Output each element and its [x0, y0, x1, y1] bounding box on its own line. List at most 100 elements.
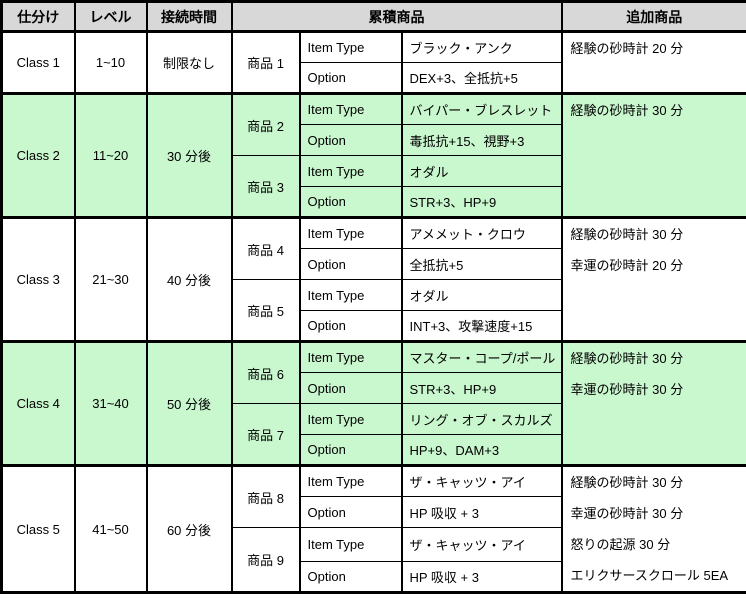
cell-option-value: 全抵抗+5	[400, 248, 563, 280]
cell-option-value: HP+9、DAM+3	[400, 434, 563, 466]
cell-additional-items: 経験の砂時計 30 分	[560, 92, 746, 218]
cell-row-label-item-type: Item Type	[298, 340, 403, 373]
cell-time: 40 分後	[145, 216, 233, 342]
extra-line: 幸運の砂時計 20 分	[570, 258, 684, 273]
cell-row-label-item-type: Item Type	[298, 403, 403, 435]
cell-option-value: INT+3、攻撃速度+15	[400, 310, 563, 342]
cell-row-label-option: Option	[298, 186, 403, 218]
extra-line: 経験の砂時計 20 分	[570, 41, 684, 56]
class-section-2: Class 2 11~20 30 分後 商品 2 Item Type バイパー・…	[0, 92, 746, 218]
extra-line: 怒りの起源 30 分	[570, 537, 671, 552]
cell-additional-items: 経験の砂時計 20 分	[560, 30, 746, 94]
cell-item-type-value: マスター・コープ/ポール	[400, 340, 563, 373]
cell-option-value: 毒抵抗+15、視野+3	[400, 124, 563, 156]
table-row: Option HP+9、DAM+3	[2, 434, 746, 466]
extra-line: エリクサースクロール 5EA	[570, 568, 729, 583]
table-row: Option DEX+3、全抵抗+5	[2, 62, 746, 94]
cell-option-value: STR+3、HP+9	[400, 186, 563, 218]
cell-row-label-option: Option	[298, 561, 403, 593]
extra-line: 幸運の砂時計 30 分	[570, 382, 684, 397]
cell-row-label-option: Option	[298, 248, 403, 280]
cell-option-value: HP 吸収 + 3	[400, 561, 563, 593]
extra-line: 経験の砂時計 30 分	[570, 227, 684, 242]
cell-row-label-option: Option	[298, 310, 403, 342]
cell-row-label-item-type: Item Type	[298, 279, 403, 311]
cell-item-type-value: オダル	[400, 155, 563, 187]
cell-row-label-item-type: Item Type	[298, 527, 403, 562]
cell-option-value: DEX+3、全抵抗+5	[400, 62, 563, 94]
cell-row-label-item-type: Item Type	[298, 92, 403, 125]
class-section-3: Class 3 21~30 40 分後 商品 4 Item Type アメメット…	[0, 216, 746, 342]
class-section-5: Class 5 41~50 60 分後 商品 8 Item Type ザ・キャッ…	[0, 464, 746, 593]
table-row: Class 5 41~50 60 分後 商品 8 Item Type ザ・キャッ…	[0, 464, 746, 593]
table-row: 商品 7 Item Type リング・オブ・スカルズ	[2, 403, 746, 466]
cell-class-name: Class 3	[0, 216, 76, 342]
cell-row-label-item-type: Item Type	[298, 30, 403, 63]
cell-row-label-option: Option	[298, 434, 403, 466]
cell-additional-items: 経験の砂時計 30 分 幸運の砂時計 30 分	[560, 340, 746, 466]
cell-item-type-value: ブラック・アンク	[400, 30, 563, 63]
cell-product-label: 商品 7	[230, 403, 301, 466]
table-row: 商品 3 Item Type オダル	[2, 155, 746, 218]
table-row: 商品 9 Item Type ザ・キャッツ・アイ	[2, 527, 746, 593]
table-row: Option STR+3、HP+9	[2, 186, 746, 218]
cell-row-label-item-type: Item Type	[298, 464, 403, 497]
cell-row-label-option: Option	[298, 496, 403, 528]
col-header-cumulative: 累積商品	[230, 1, 563, 33]
cell-level: 1~10	[73, 30, 148, 94]
cell-additional-items: 経験の砂時計 30 分 幸運の砂時計 20 分	[560, 216, 746, 342]
cell-class-name: Class 2	[0, 92, 76, 218]
cell-item-type-value: オダル	[400, 279, 563, 311]
extra-line: 経験の砂時計 30 分	[570, 103, 684, 118]
table-row: Option 毒抵抗+15、視野+3	[2, 124, 746, 156]
cell-row-label-item-type: Item Type	[298, 155, 403, 187]
col-header-additional: 追加商品	[560, 1, 746, 33]
cell-time: 60 分後	[145, 464, 233, 593]
class-section-4: Class 4 31~40 50 分後 商品 6 Item Type マスター・…	[0, 340, 746, 466]
cell-product-label: 商品 4	[230, 216, 301, 280]
table-row: Option 全抵抗+5	[2, 248, 746, 280]
table-row: Class 1 1~10 制限なし 商品 1 Item Type ブラック・アン…	[0, 30, 746, 94]
cell-item-type-value: バイパー・ブレスレット	[400, 92, 563, 125]
class-section-1: Class 1 1~10 制限なし 商品 1 Item Type ブラック・アン…	[0, 30, 746, 94]
table-header-row: 仕分け レベル 接続時間 累積商品 追加商品	[0, 1, 746, 33]
cell-level: 21~30	[73, 216, 148, 342]
cell-class-name: Class 4	[0, 340, 76, 466]
cell-row-label-item-type: Item Type	[298, 216, 403, 249]
cell-row-label-option: Option	[298, 62, 403, 94]
cell-item-type-value: アメメット・クロウ	[400, 216, 563, 249]
cell-additional-items: 経験の砂時計 30 分 幸運の砂時計 30 分 怒りの起源 30 分 エリクサー…	[560, 464, 746, 593]
cell-class-name: Class 1	[0, 30, 76, 94]
cell-product-label: 商品 8	[230, 464, 301, 528]
cell-product-label: 商品 1	[230, 30, 301, 94]
cell-product-label: 商品 6	[230, 340, 301, 404]
cell-product-label: 商品 9	[230, 527, 301, 593]
cell-option-value: HP 吸収 + 3	[400, 496, 563, 528]
cell-item-type-value: リング・オブ・スカルズ	[400, 403, 563, 435]
cell-item-type-value: ザ・キャッツ・アイ	[400, 464, 563, 497]
col-header-level: レベル	[73, 1, 148, 33]
table-row: Option INT+3、攻撃速度+15	[2, 310, 746, 342]
cell-class-name: Class 5	[0, 464, 76, 593]
col-header-class: 仕分け	[0, 1, 76, 33]
cell-time: 30 分後	[145, 92, 233, 218]
col-header-time: 接続時間	[145, 1, 233, 33]
cell-time: 制限なし	[145, 30, 233, 94]
cell-row-label-option: Option	[298, 124, 403, 156]
extra-line: 経験の砂時計 30 分	[570, 475, 684, 490]
extra-line: 経験の砂時計 30 分	[570, 351, 684, 366]
extra-line: 幸運の砂時計 30 分	[570, 506, 684, 521]
cell-time: 50 分後	[145, 340, 233, 466]
cell-level: 31~40	[73, 340, 148, 466]
table-row: Class 2 11~20 30 分後 商品 2 Item Type バイパー・…	[0, 92, 746, 218]
cell-row-label-option: Option	[298, 372, 403, 404]
table-row: Option HP 吸収 + 3	[2, 496, 746, 528]
cell-product-label: 商品 2	[230, 92, 301, 156]
cell-level: 41~50	[73, 464, 148, 593]
table-row: Class 4 31~40 50 分後 商品 6 Item Type マスター・…	[0, 340, 746, 466]
cell-product-label: 商品 3	[230, 155, 301, 218]
cell-option-value: STR+3、HP+9	[400, 372, 563, 404]
table-row: Option HP 吸収 + 3	[2, 561, 746, 593]
